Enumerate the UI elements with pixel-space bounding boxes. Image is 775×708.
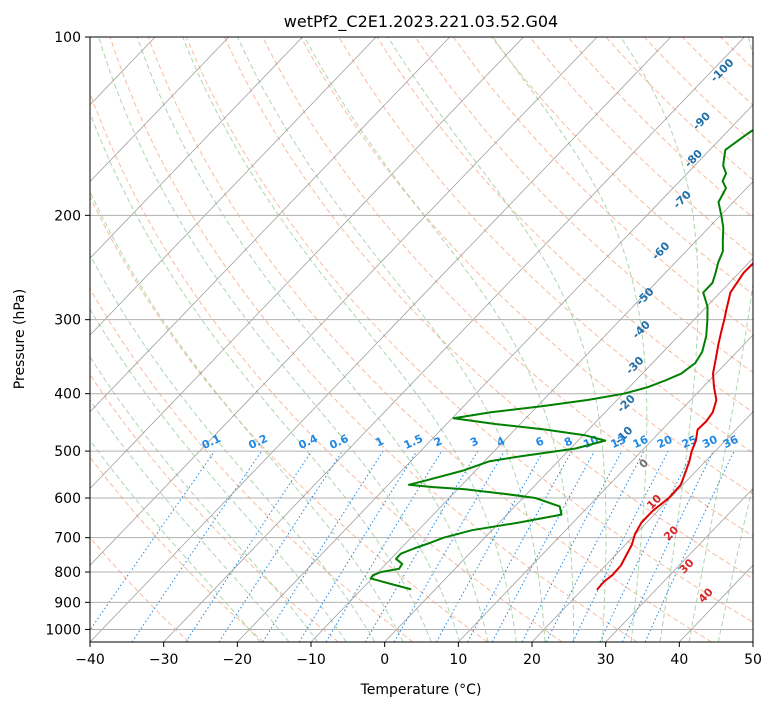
moist-adiabat <box>90 399 290 642</box>
dry-adiabat <box>147 37 712 642</box>
x-axis: −40 −30 −20 −10 0 10 20 30 40 50 <box>75 642 762 668</box>
mixing-ratio-line <box>185 450 313 642</box>
mixing-ratio-line <box>298 450 418 642</box>
dry-adiabat <box>224 37 753 580</box>
moist-adiabat <box>387 37 607 642</box>
mixing-ratio-line <box>325 450 443 642</box>
plot-area: -100-90-80-70-60-50-40-30-20-10010203040… <box>90 37 753 642</box>
moist-adiabat <box>620 37 699 642</box>
x-tick-label: 30 <box>597 652 615 668</box>
dry-adiabat <box>90 456 264 642</box>
dry-adiabat <box>90 536 190 642</box>
dry-adiabat <box>452 37 753 334</box>
moist-adiabat <box>717 482 753 642</box>
profiles <box>369 128 753 591</box>
moist-adiabat <box>237 37 546 642</box>
moist-adiabat <box>182 37 517 642</box>
dry-adiabat <box>90 91 563 642</box>
moist-adiabat <box>304 37 575 642</box>
x-tick-label: −10 <box>296 652 326 668</box>
isotherm <box>605 487 753 642</box>
isotherm <box>90 37 524 490</box>
y-tick-label: 800 <box>54 565 81 581</box>
dry-adiabat <box>376 37 753 413</box>
moist-adiabat <box>136 37 489 642</box>
isotherm <box>90 37 303 259</box>
mixing-ratio-line <box>262 450 384 642</box>
y-tick-label: 200 <box>54 208 81 224</box>
x-tick-label: 50 <box>744 652 762 668</box>
x-tick-label: 10 <box>449 652 467 668</box>
isotherm <box>310 181 753 642</box>
moist-adiabat <box>90 111 432 642</box>
isotherm <box>458 334 753 642</box>
mixing-ratio-line <box>572 450 669 642</box>
moist-adiabat <box>90 253 376 642</box>
y-axis: 100 200 300 400 500 600 700 800 900 1000 <box>45 30 90 638</box>
moist-adiabat <box>98 37 461 642</box>
isotherm <box>90 37 451 413</box>
isotherm <box>90 37 377 336</box>
background-lines <box>90 37 753 642</box>
temperature-profile-line <box>596 261 753 591</box>
dry-adiabat <box>185 37 753 623</box>
x-tick-label: 0 <box>380 652 389 668</box>
isotherm <box>237 104 753 642</box>
moist-adiabat <box>492 37 648 642</box>
moist-adiabat <box>688 37 753 642</box>
dry-adiabat <box>90 195 488 642</box>
isotherm <box>531 411 753 642</box>
mixing-ratio-label: 13 <box>609 433 628 451</box>
mixing-ratio-line <box>131 450 263 642</box>
isotherm <box>384 257 753 642</box>
mixing-ratio-line <box>467 450 573 642</box>
moist-adiabat <box>90 355 319 642</box>
x-tick-label: −20 <box>223 652 253 668</box>
isotherm <box>90 37 672 642</box>
chart-title: wetPf2_C2E1.2023.221.03.52.G04 <box>284 12 558 32</box>
x-tick-label: −30 <box>149 652 179 668</box>
moist-adiabat <box>90 308 347 642</box>
x-tick-label: 20 <box>523 652 541 668</box>
plot-frame <box>89 36 754 643</box>
moist-adiabat <box>90 190 404 642</box>
dry-adiabat <box>338 37 753 454</box>
y-axis-title: Pressure (hPa) <box>12 289 28 389</box>
isotherm <box>90 37 598 566</box>
dewpoint-profile-line <box>369 128 753 591</box>
mixing-ratio-label: 36 <box>721 433 741 451</box>
y-tick-label: 300 <box>54 313 81 329</box>
x-tick-label: 40 <box>670 652 688 668</box>
mixing-ratio-line <box>90 450 216 631</box>
y-tick-label: 900 <box>54 595 81 611</box>
mixing-ratio-line <box>218 450 343 642</box>
mixing-ratio-label: 20 <box>655 433 675 451</box>
y-tick-label: 400 <box>54 387 81 403</box>
mixing-ratio-line <box>545 450 645 642</box>
mixing-ratio-label: 30 <box>700 433 720 451</box>
mixing-ratio-label: 16 <box>631 433 651 451</box>
y-tick-label: 700 <box>54 531 81 547</box>
isotherm <box>163 37 745 642</box>
x-tick-label: −40 <box>75 652 105 668</box>
y-tick-label: 1000 <box>45 622 81 638</box>
isotherm <box>90 37 230 183</box>
pressure-gridlines <box>90 37 753 630</box>
y-tick-label: 100 <box>54 30 81 46</box>
mixing-ratio-line <box>435 450 544 642</box>
y-tick-label: 500 <box>54 444 81 460</box>
x-axis-title: Temperature (°C) <box>360 682 482 698</box>
y-tick-label: 600 <box>54 491 81 507</box>
